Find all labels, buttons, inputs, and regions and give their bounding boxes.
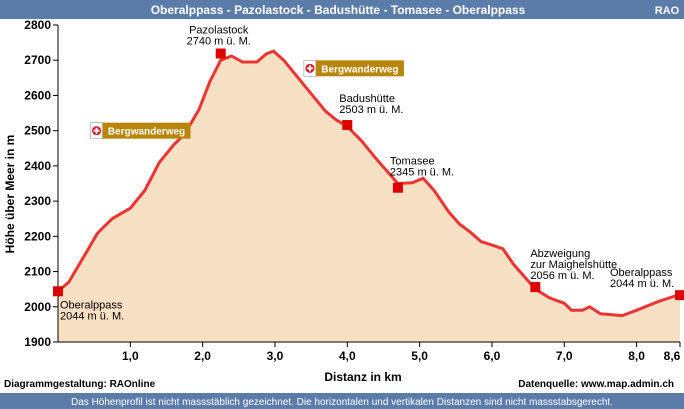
waypoint-elevation: 2740 m ü. M. — [187, 36, 251, 48]
profile-polyline — [57, 49, 681, 318]
waypoint-name: Abzweigung — [530, 248, 590, 260]
rao-badge: RAO — [655, 5, 680, 17]
y-tick-label: 2500 — [24, 124, 51, 138]
waypoint-label: Badushütte 2503 m ü. M. — [339, 93, 403, 116]
waypoint-label: Oberalppass 2044 m ü. M. — [60, 299, 124, 322]
footer-note: Das Höhenprofil ist nicht massstäblich g… — [71, 397, 613, 408]
waypoints: Oberalppass 2044 m ü. M.Pazolastock 2740 m… — [53, 25, 684, 322]
x-axis-label: Distanz in km — [324, 370, 401, 384]
waypoint-elevation: 2044 m ü. M. — [610, 278, 674, 290]
sign-label: Bergwanderweg — [321, 64, 398, 75]
waypoint-marker — [530, 282, 541, 293]
sign-label: Bergwanderweg — [108, 127, 185, 138]
header-bar — [0, 0, 684, 19]
y-tick-label: 1900 — [24, 335, 51, 349]
swiss-cross-icon — [93, 129, 100, 132]
chart-title: Oberalppass - Pazolastock - Badushütte -… — [151, 3, 526, 17]
waypoint-marker — [342, 120, 353, 131]
waypoint-elevation: 2056 m ü. M. — [530, 270, 594, 282]
waypoint-label: Tomasee 2345 m ü. M. — [390, 156, 454, 179]
trail-signs: Bergwanderweg Bergwanderweg — [90, 60, 404, 139]
x-tick-label: 8,6 — [664, 349, 681, 363]
profile-area — [58, 51, 680, 342]
x-tick-label: 1,0 — [122, 349, 139, 363]
waypoint-label: Abzweigung zur Maighelshütte 2056 m ü. M. — [530, 248, 617, 282]
swiss-cross-icon — [306, 67, 313, 70]
waypoint-marker — [215, 48, 226, 59]
y-tick-label: 2800 — [24, 18, 51, 32]
profile-fill — [58, 51, 680, 342]
waypoint-elevation: 2044 m ü. M. — [60, 310, 124, 322]
y-tick-label: 2600 — [24, 88, 51, 102]
waypoint-name: Tomasee — [390, 156, 435, 168]
waypoint-elevation: 2503 m ü. M. — [339, 104, 403, 116]
y-tick-label: 2200 — [24, 229, 51, 243]
y-tick-label: 2100 — [24, 265, 51, 279]
x-tick-label: 4,0 — [339, 349, 356, 363]
waypoint-name: zur Maighelshütte — [530, 259, 617, 271]
waypoint-marker — [675, 290, 684, 301]
footer-credit: Diagrammgestaltung: RAOnline — [4, 379, 156, 390]
y-tick-label: 2700 — [24, 53, 51, 67]
waypoint-name: Oberalppass — [60, 299, 123, 311]
x-tick-label: 7,0 — [556, 349, 573, 363]
footer-note-bar — [0, 393, 684, 409]
y-tick-label: 2000 — [24, 300, 51, 314]
x-tick-label: 3,0 — [267, 349, 284, 363]
y-tick-label: 2400 — [24, 159, 51, 173]
x-tick-label: 2,0 — [194, 349, 211, 363]
waypoint-name: Badushütte — [339, 93, 395, 105]
waypoint-label: Oberalppass 2044 m ü. M. — [610, 267, 674, 290]
sign-board — [315, 60, 404, 77]
sign-board — [102, 122, 191, 139]
waypoint-label: Pazolastock 2740 m ü. M. — [187, 25, 251, 48]
x-tick-label: 6,0 — [484, 349, 501, 363]
y-axis-label: Höhe über Meer in m — [3, 135, 17, 254]
waypoint-name: Oberalppass — [610, 267, 673, 279]
x-tick-label: 5,0 — [411, 349, 428, 363]
waypoint-name: Pazolastock — [189, 25, 249, 37]
waypoint-marker — [53, 286, 63, 297]
waypoint-elevation: 2345 m ü. M. — [390, 167, 454, 179]
y-tick-label: 2300 — [24, 194, 51, 208]
waypoint-marker — [392, 182, 403, 193]
x-tick-label: 8,0 — [628, 349, 645, 363]
profile-line — [57, 49, 681, 318]
footer-source: Datenquelle: www.map.admin.ch — [518, 379, 674, 390]
axes: 1900 2000 2100 2200 2300 2400 2500 2600 2700 2800… — [24, 18, 680, 363]
